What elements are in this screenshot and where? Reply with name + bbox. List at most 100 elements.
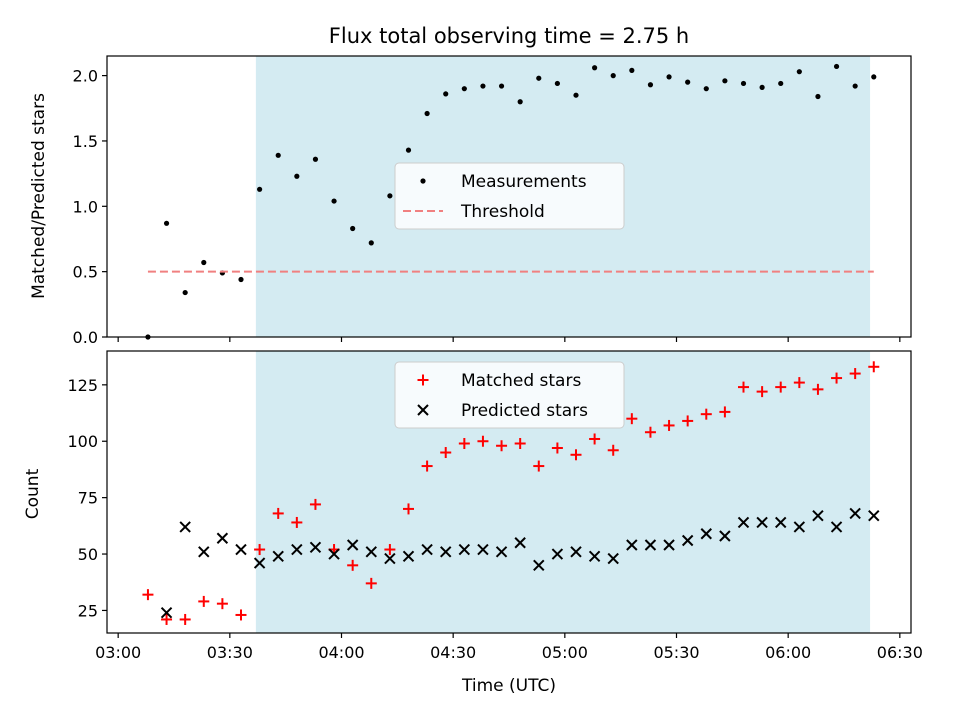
x-b — [588, 550, 601, 563]
y-tick-label: 1.5 — [73, 132, 98, 151]
matched-stars-point — [551, 442, 563, 454]
x-b — [775, 516, 787, 529]
predicted-stars-point — [533, 559, 545, 572]
measurement-point — [424, 110, 430, 117]
predicted-stars-point — [626, 539, 638, 551]
x-b — [644, 539, 657, 551]
predicted-stars-point — [812, 509, 824, 522]
predicted-stars-point — [384, 552, 396, 565]
measurement-point — [257, 186, 263, 192]
y-tick-label: 25 — [78, 601, 98, 620]
x-b — [272, 550, 284, 563]
predicted-stars-point — [160, 606, 173, 619]
measurement-point — [387, 193, 393, 199]
measurement-point — [592, 65, 598, 71]
measurement-point — [405, 147, 412, 153]
matched-stars-point — [812, 383, 824, 395]
legend: Matched stars Predicted stars — [394, 361, 625, 429]
predicted-stars-point — [458, 543, 471, 556]
y-tick-label: 100 — [67, 432, 98, 451]
x-b — [402, 550, 415, 563]
matched-stars-point — [458, 437, 470, 449]
predicted-stars-point — [365, 546, 377, 558]
matched-stars-point — [216, 598, 228, 610]
measurement-point — [703, 86, 709, 92]
y-tick-label: 0.5 — [73, 263, 98, 282]
legend: Measurements Threshold — [394, 162, 625, 230]
y-tick-label: 0.0 — [73, 328, 98, 347]
matched-stars-point — [161, 613, 173, 625]
x-b — [830, 521, 843, 533]
x-b — [514, 537, 526, 549]
measurement-point — [778, 80, 784, 87]
measurement-point — [461, 86, 467, 92]
y-tick-label: 1.0 — [73, 197, 98, 216]
matched-stars-point — [384, 544, 396, 556]
measurement-point — [759, 84, 765, 90]
x-b — [160, 606, 173, 619]
matched-stars-point — [533, 460, 545, 472]
matched-stars-point — [496, 440, 508, 452]
x-b — [309, 541, 322, 553]
matched-stars-point — [626, 413, 638, 425]
measurement-point — [833, 63, 840, 70]
predicted-stars-point — [477, 543, 489, 556]
matched-stars-point — [663, 419, 675, 431]
axes-frame — [106, 350, 912, 634]
x-b — [626, 539, 638, 551]
x-b — [812, 509, 824, 522]
matched-stars-point — [365, 577, 377, 589]
measurement-point — [238, 276, 244, 283]
bottom-panel: 25 50 75 100 125 03:00 03:30 04:00 04:30 05:00 05:… — [67, 350, 923, 662]
matched-stars-point — [421, 460, 433, 472]
x-b — [458, 543, 471, 556]
predicted-stars-point — [868, 509, 880, 522]
legend-label: Measurements — [461, 172, 587, 192]
x-b — [179, 521, 191, 533]
matched-stars-point — [440, 447, 452, 459]
matched-stars-point — [644, 426, 656, 438]
measurement-point — [666, 74, 672, 80]
legend-box — [394, 361, 625, 429]
x-b — [216, 532, 229, 544]
matched-stars-point — [700, 408, 712, 420]
x-tick-label: 03:30 — [207, 643, 253, 662]
x-tick-label: 05:00 — [542, 643, 588, 662]
x-tick-label: 06:00 — [765, 643, 811, 662]
predicted-stars-point — [440, 546, 452, 558]
predicted-stars-point — [514, 537, 526, 549]
x-b — [291, 543, 303, 556]
legend-label: Predicted stars — [461, 401, 588, 421]
x-b — [198, 546, 210, 558]
matched-stars-point — [756, 386, 768, 398]
matched-stars-point — [272, 507, 284, 519]
measurement-point — [350, 225, 356, 232]
matched-stars-point — [198, 595, 210, 607]
measurement-point — [629, 67, 635, 73]
x-tick-label: 04:00 — [318, 643, 364, 662]
legend-marker-x-b — [417, 404, 429, 416]
matched-stars-point — [793, 377, 805, 389]
predicted-stars-point — [737, 516, 750, 529]
measurement-point — [610, 73, 616, 79]
axes-frame — [106, 55, 912, 338]
predicted-stars-point — [253, 557, 266, 569]
predicted-stars-point — [272, 550, 284, 563]
predicted-stars-point — [551, 548, 564, 560]
predicted-stars-point — [849, 507, 861, 520]
x-b — [737, 516, 750, 529]
y-tick-label: 2.0 — [73, 67, 98, 86]
matched-stars-point — [775, 381, 787, 393]
x-b — [533, 559, 545, 572]
matched-stars-point — [589, 433, 601, 445]
measurement-point — [852, 83, 858, 89]
x-b — [235, 543, 247, 556]
predicted-stars-point — [198, 546, 210, 558]
predicted-stars-point — [700, 528, 712, 540]
matched-stars-point — [514, 437, 526, 449]
predicted-stars-point — [588, 550, 601, 563]
predicted-stars-point — [309, 541, 322, 553]
measurement-point — [331, 198, 337, 204]
predicted-stars-point — [421, 543, 433, 556]
x-b — [719, 530, 731, 542]
